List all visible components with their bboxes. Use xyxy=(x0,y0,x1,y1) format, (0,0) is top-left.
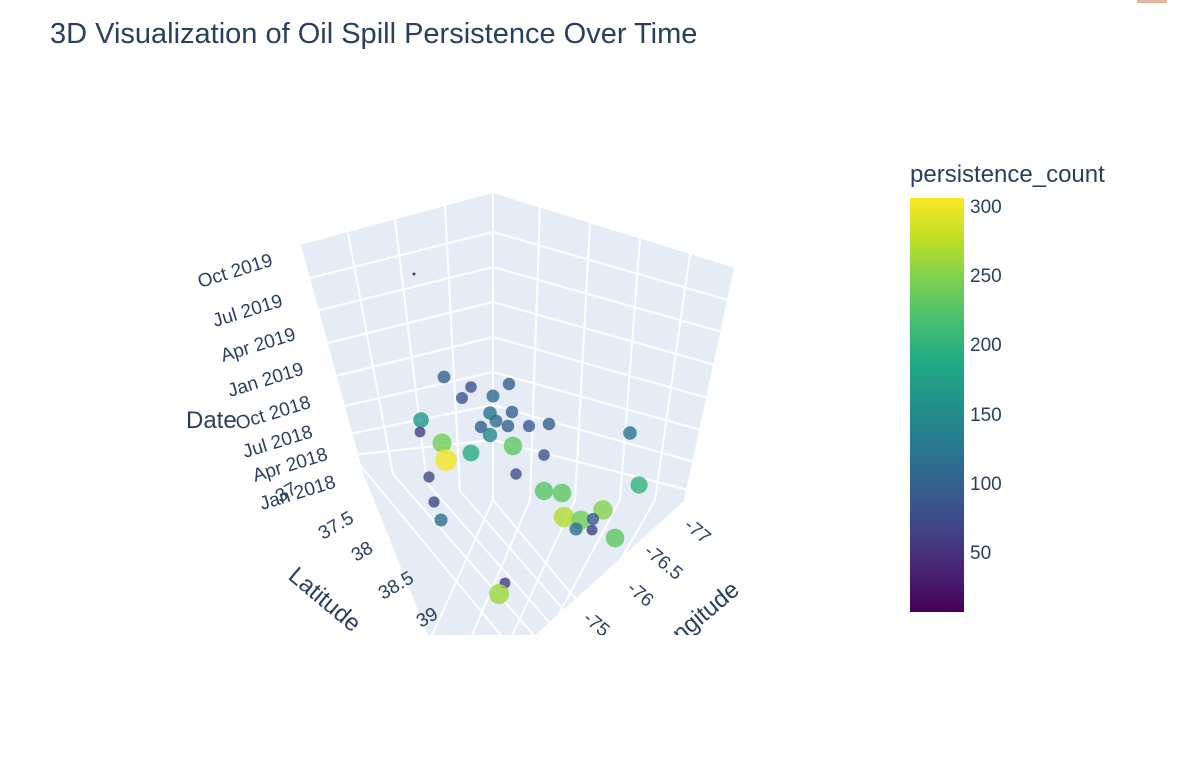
grid-right xyxy=(492,206,736,501)
modebar-edge xyxy=(1137,0,1167,3)
data-point[interactable] xyxy=(435,449,457,471)
data-point[interactable] xyxy=(489,584,509,604)
data-point[interactable] xyxy=(456,392,468,404)
data-point[interactable] xyxy=(586,524,598,536)
data-point[interactable] xyxy=(501,419,515,433)
data-point[interactable] xyxy=(462,444,480,462)
data-point[interactable] xyxy=(522,419,536,433)
latitude-tick: 37.5 xyxy=(315,508,358,545)
data-point[interactable] xyxy=(542,417,556,431)
data-point[interactable] xyxy=(474,420,488,434)
data-point[interactable] xyxy=(510,468,522,480)
data-point[interactable] xyxy=(412,272,416,276)
longitude-tick: -75 xyxy=(579,608,614,642)
data-point[interactable] xyxy=(538,449,550,461)
colorbar-title: persistence_count xyxy=(910,161,1105,188)
data-point[interactable] xyxy=(414,426,426,438)
data-point[interactable] xyxy=(428,496,440,508)
data-point[interactable] xyxy=(569,522,583,536)
colorbar-tick: 250 xyxy=(970,266,1002,287)
data-point[interactable] xyxy=(423,471,435,483)
points-layer[interactable] xyxy=(412,272,648,605)
data-point[interactable] xyxy=(630,476,648,494)
longitude-tick: -77 xyxy=(680,515,715,549)
data-point[interactable] xyxy=(623,426,637,440)
colorbar-gradient xyxy=(910,198,964,612)
data-point[interactable] xyxy=(502,377,516,391)
wall-left xyxy=(300,193,493,500)
data-point[interactable] xyxy=(434,513,448,527)
data-point[interactable] xyxy=(503,436,523,456)
data-point[interactable] xyxy=(605,528,625,548)
longitude-tick: -76.5 xyxy=(640,541,687,585)
date-axis-title: Date xyxy=(186,407,237,434)
chart-title: 3D Visualization of Oil Spill Persistenc… xyxy=(50,18,698,50)
date-tick: Apr 2019 xyxy=(218,324,298,367)
data-point[interactable] xyxy=(413,412,429,428)
data-point[interactable] xyxy=(489,414,503,428)
colorbar-tick: 200 xyxy=(970,335,1002,356)
data-point[interactable] xyxy=(552,483,572,503)
data-point[interactable] xyxy=(437,370,451,384)
data-point[interactable] xyxy=(586,512,600,526)
colorbar-tick: 100 xyxy=(970,474,1002,495)
data-point[interactable] xyxy=(593,500,613,520)
grid-left xyxy=(299,193,494,500)
data-point[interactable] xyxy=(505,405,519,419)
data-point[interactable] xyxy=(482,427,498,443)
data-point[interactable] xyxy=(486,389,500,403)
data-point[interactable] xyxy=(534,481,554,501)
data-point[interactable] xyxy=(553,506,575,528)
date-tick: Oct 2019 xyxy=(195,250,275,293)
grid-floor xyxy=(359,464,656,635)
colorbar-tick: 50 xyxy=(970,543,991,564)
colorbar-tick: 150 xyxy=(970,405,1002,426)
date-tick: Jul 2019 xyxy=(210,291,285,332)
colorbar-tick: 300 xyxy=(970,197,1002,218)
latitude-tick: 38 xyxy=(348,538,377,567)
data-point[interactable] xyxy=(465,381,477,393)
latitude-axis-title: Latitude xyxy=(283,562,366,638)
longitude-axis-title: Longitude xyxy=(647,576,745,664)
data-point[interactable] xyxy=(432,433,452,453)
longitude-tick: -76 xyxy=(623,578,658,612)
colorbar: persistence_count 300 250 200 150 100 50 xyxy=(910,161,1105,612)
